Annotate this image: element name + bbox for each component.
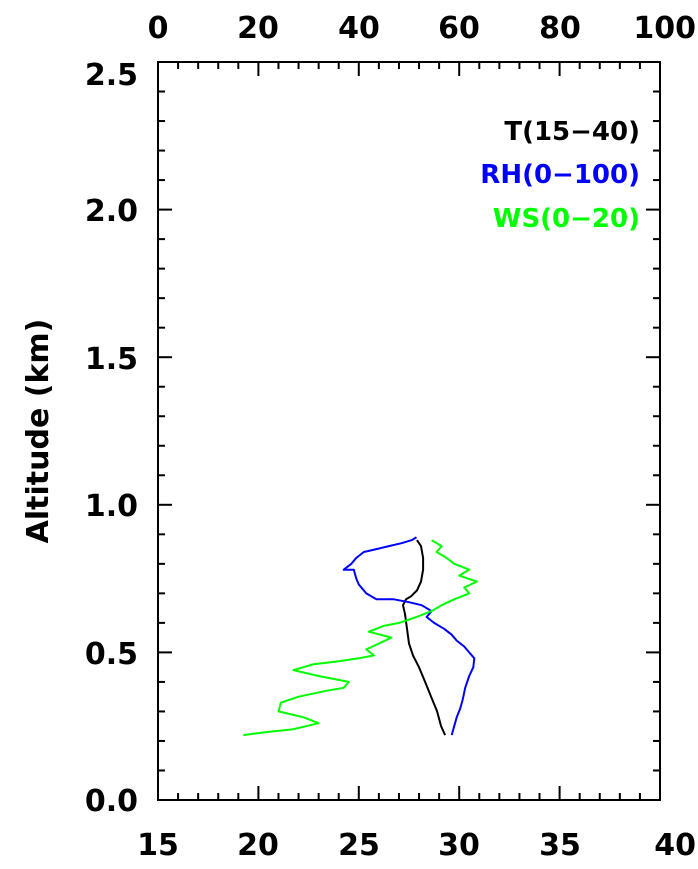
legend: T(15−40) RH(0−100) WS(0−20) [480, 117, 640, 234]
x-bottom-tick-label: 30 [438, 828, 480, 863]
x-top-tick-label: 80 [539, 11, 581, 46]
plot-frame [157, 61, 661, 801]
x-bottom-tick-label: 15 [137, 828, 179, 863]
axis-ticks [157, 61, 661, 801]
y-tick-label: 0.5 [85, 637, 138, 672]
legend-entry-rh: RH(0−100) [480, 160, 640, 190]
series-layer [243, 536, 478, 737]
humidity-profile-line [342, 536, 476, 736]
temperature-profile-line [402, 539, 447, 736]
y-axis-title: Altitude (km) [21, 319, 56, 544]
x-bottom-tick-label: 20 [237, 828, 279, 863]
legend-entry-t: T(15−40) [504, 117, 640, 147]
x-top-tick-label: 20 [237, 11, 279, 46]
x-top-tick-label: 100 [633, 11, 696, 46]
wind-speed-profile-line [243, 539, 478, 737]
x-bottom-tick-label: 35 [539, 828, 581, 863]
legend-entry-ws: WS(0−20) [493, 204, 640, 234]
y-tick-label: 1.0 [85, 489, 138, 524]
x-top-tick-label: 0 [148, 11, 169, 46]
x-bottom-tick-label: 25 [338, 828, 380, 863]
y-tick-label: 2.0 [85, 194, 138, 229]
y-tick-label: 2.5 [85, 58, 138, 93]
y-tick-label: 1.5 [85, 342, 138, 377]
y-tick-label: 0.0 [85, 784, 138, 819]
x-top-tick-label: 60 [438, 11, 480, 46]
x-top-tick-label: 40 [338, 11, 380, 46]
x-bottom-tick-label: 40 [654, 828, 696, 863]
